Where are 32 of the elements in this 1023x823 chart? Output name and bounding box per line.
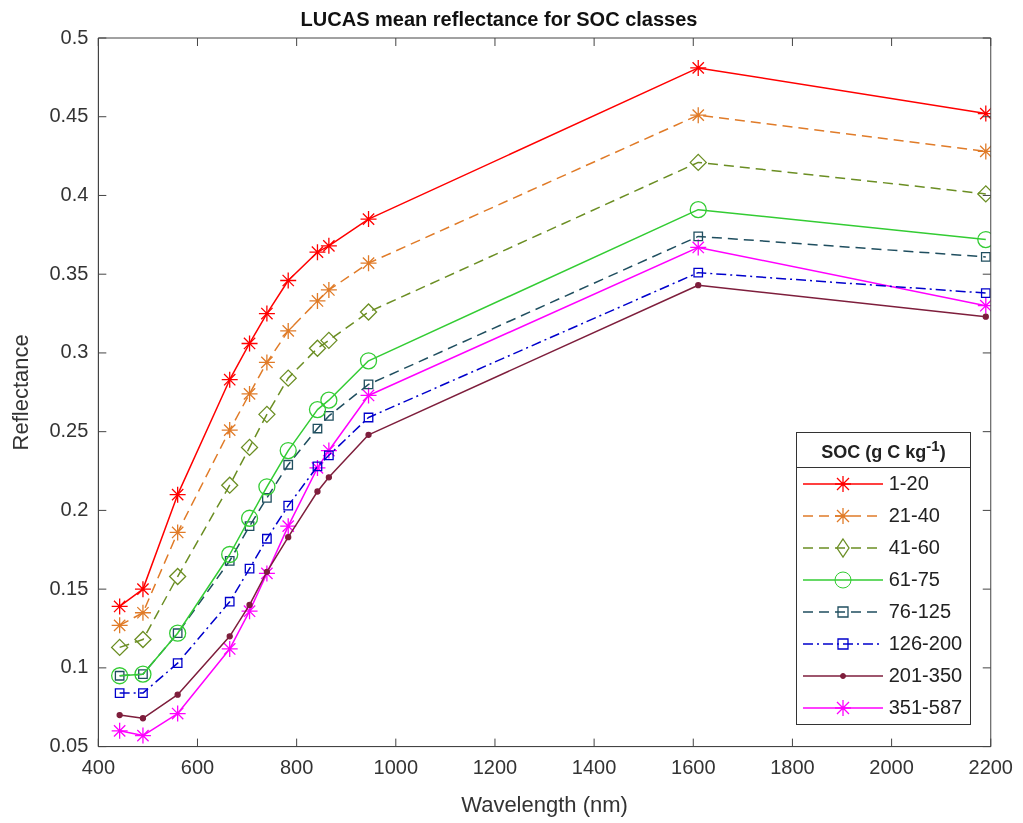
- y-tick-label: 0.15: [49, 576, 89, 599]
- x-tick-label: 1800: [770, 756, 815, 779]
- x-tick-label: 600: [180, 756, 215, 779]
- y-tick-label: 0.05: [49, 734, 89, 757]
- legend-label: 201-350: [888, 664, 963, 688]
- legend-label: 76-125: [888, 600, 952, 624]
- x-tick-label: 800: [279, 756, 314, 779]
- legend-label: 1-20: [888, 472, 929, 496]
- y-tick-label: 0.4: [60, 182, 89, 205]
- legend-label: 351-587: [888, 696, 963, 720]
- x-tick-label: 1600: [671, 756, 716, 779]
- x-tick-label: 400: [81, 756, 116, 779]
- x-tick-label: 2200: [968, 756, 1013, 779]
- y-tick-label: 0.45: [49, 104, 89, 127]
- legend-label: 61-75: [888, 568, 940, 592]
- x-tick-label: 2000: [869, 756, 914, 779]
- x-tick-label: 1200: [472, 756, 518, 779]
- legend-title: SOC (g C kg$^{-1}$): [820, 435, 947, 464]
- y-tick-label: 0.35: [49, 261, 89, 284]
- x-axis-title: Wavelength (nm): [461, 791, 628, 817]
- y-tick-label: 0.1: [60, 655, 89, 678]
- legend-label: 126-200: [888, 632, 963, 656]
- y-tick-label: 0.25: [49, 419, 89, 442]
- legend-label: 21-40: [888, 504, 940, 528]
- x-tick-label: 1400: [571, 756, 617, 779]
- y-tick-label: 0.3: [60, 340, 89, 363]
- y-axis-title: Reflectance: [8, 334, 34, 451]
- y-tick-label: 0.2: [60, 497, 89, 520]
- y-tick-label: 0.5: [60, 25, 89, 48]
- legend-label: 41-60: [888, 536, 940, 560]
- chart-title: LUCAS mean reflectance for SOC classes: [300, 7, 698, 30]
- x-tick-label: 1000: [373, 756, 419, 779]
